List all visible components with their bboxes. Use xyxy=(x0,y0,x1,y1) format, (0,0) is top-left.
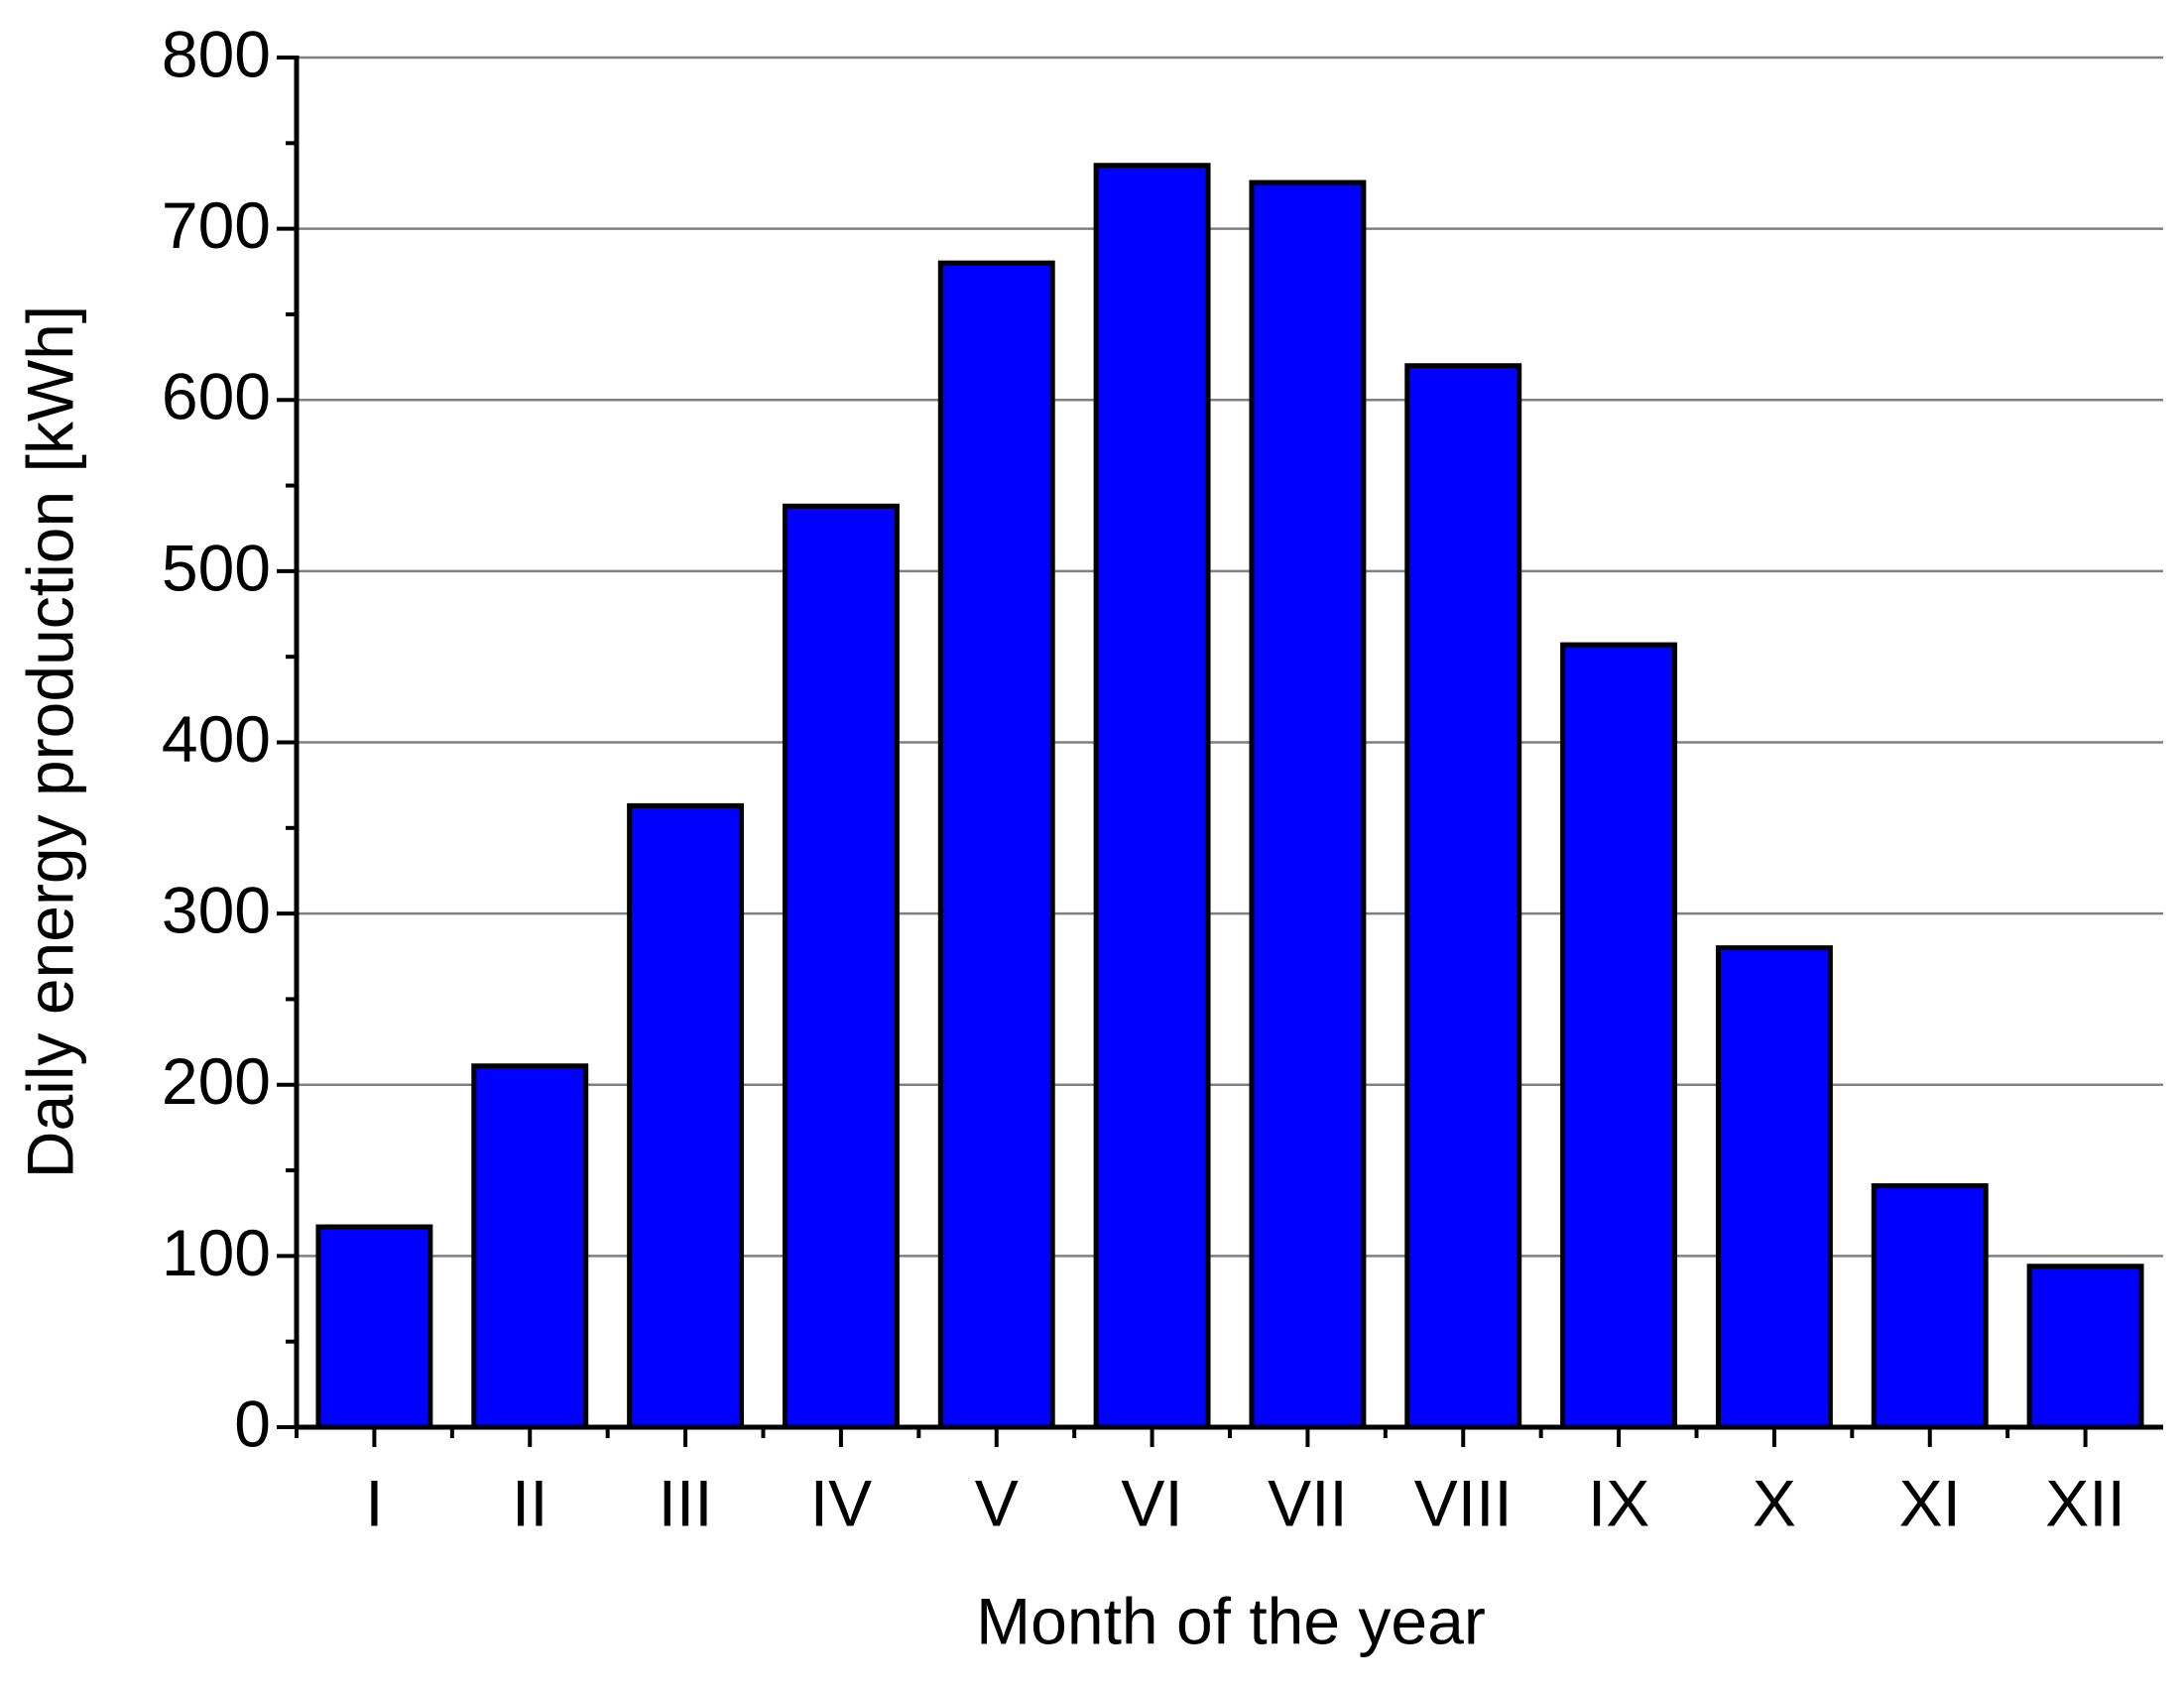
y-tick-label: 800 xyxy=(162,17,271,90)
bar xyxy=(1404,363,1522,1430)
bar xyxy=(1560,642,1678,1430)
x-tick-label: V xyxy=(975,1466,1019,1539)
y-tick-label: 500 xyxy=(162,531,271,604)
bar xyxy=(471,1063,589,1430)
x-tick-label: IV xyxy=(810,1466,872,1539)
bar xyxy=(1093,163,1211,1430)
x-tick-label: II xyxy=(512,1466,548,1539)
y-tick-label: 300 xyxy=(162,874,271,947)
y-tick-label: 100 xyxy=(162,1216,271,1289)
y-tick-label: 200 xyxy=(162,1044,271,1118)
bar xyxy=(1871,1183,1989,1430)
bar xyxy=(315,1224,433,1430)
x-tick-label: XII xyxy=(2045,1466,2125,1539)
x-tick-label: III xyxy=(659,1466,713,1539)
bar xyxy=(937,260,1055,1430)
bar xyxy=(627,802,745,1430)
x-tick-label: XI xyxy=(1899,1466,1961,1539)
y-tick-label: 0 xyxy=(234,1387,271,1460)
x-tick-label: I xyxy=(365,1466,383,1539)
x-tick-label: VII xyxy=(1268,1466,1348,1539)
bar xyxy=(782,503,900,1430)
bar xyxy=(2026,1264,2144,1430)
y-tick-label: 400 xyxy=(162,702,271,776)
y-axis-title: Daily energy production [kWh] xyxy=(13,305,86,1178)
x-tick-label: X xyxy=(1753,1466,1796,1539)
x-tick-label: VIII xyxy=(1414,1466,1513,1539)
y-tick-label: 700 xyxy=(162,188,271,262)
y-tick-label: 600 xyxy=(162,360,271,433)
bar xyxy=(1249,180,1367,1430)
x-axis-title: Month of the year xyxy=(976,1584,1486,1657)
bar xyxy=(1715,945,1833,1430)
x-tick-label: VI xyxy=(1121,1466,1182,1539)
x-tick-label: IX xyxy=(1588,1466,1649,1539)
